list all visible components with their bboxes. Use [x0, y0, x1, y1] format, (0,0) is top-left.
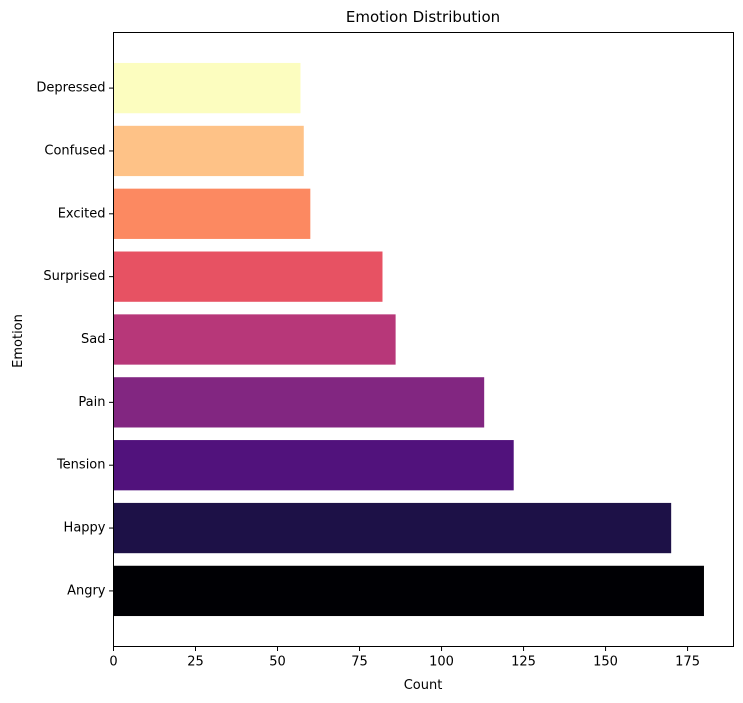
x-tick-label: 175 [675, 655, 700, 670]
bars-group [113, 62, 704, 617]
y-tick-label: Angry [67, 583, 106, 598]
y-ticks-group: Angry Happy Tension Pain Sad Surprised Excited… [36, 81, 114, 598]
bar-tension [113, 440, 514, 491]
x-axis-label: Count [404, 678, 443, 693]
y-tick-label: Pain [78, 395, 105, 410]
x-tick-label: 50 [269, 655, 286, 670]
y-tick-label: Surprised [43, 269, 105, 284]
bar-pain [113, 377, 485, 428]
x-tick-label: 125 [511, 655, 536, 670]
bar-sad [113, 314, 396, 365]
x-tick-label: 100 [429, 655, 454, 670]
y-tick-label: Tension [56, 458, 106, 473]
x-tick-label: 25 [187, 655, 204, 670]
bar-happy [113, 502, 672, 554]
plot-frame [113, 32, 734, 647]
bar-depressed [113, 62, 301, 114]
bar-angry [113, 565, 704, 617]
y-tick-label: Happy [64, 521, 106, 536]
y-tick-label: Confused [44, 143, 105, 158]
x-tick-label: 150 [593, 655, 618, 670]
bar-excited [113, 188, 311, 239]
bar-confused [113, 125, 304, 177]
bar-surprised [113, 251, 383, 302]
y-tick-label: Depressed [36, 81, 105, 96]
x-tick-label: 75 [351, 655, 368, 670]
x-ticks-group: 0 25 50 75 100 125 150 175 [109, 646, 700, 670]
y-tick-label: Excited [58, 206, 106, 221]
chart-title: Emotion Distribution [346, 8, 500, 26]
y-tick-label: Sad [81, 332, 105, 347]
x-tick-label: 0 [109, 655, 117, 670]
y-axis-label: Emotion [11, 314, 26, 368]
